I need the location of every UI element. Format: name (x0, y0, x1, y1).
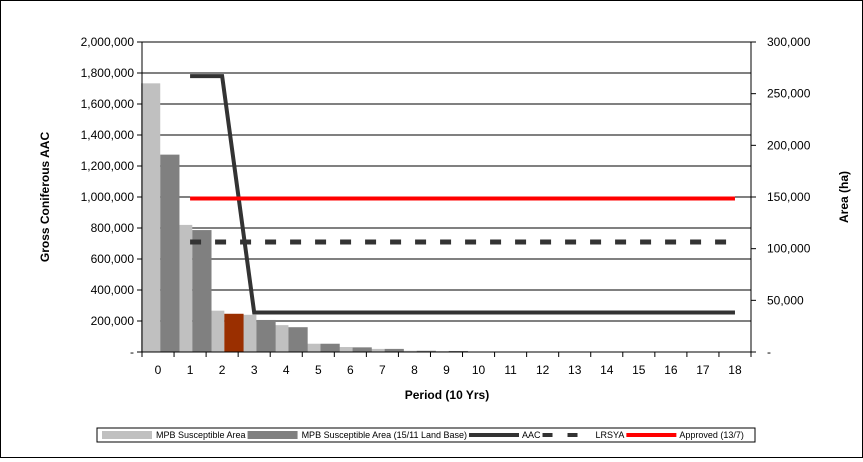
legend-label: MPB Susceptible Area (15/11 Land Base) (302, 430, 467, 440)
legend-label: AAC (522, 430, 541, 440)
x-tick-label: 8 (411, 363, 418, 377)
left-axis-ticks: - 200,000 400,000 600,000 800,000 1,000,000 1,… (81, 35, 142, 359)
x-tick-label: 11 (504, 363, 517, 377)
right-tick-label: 250,000 (767, 87, 811, 101)
left-tick-label: 1,800,000 (81, 66, 135, 80)
bar (141, 83, 160, 352)
bar (192, 230, 211, 352)
x-tick-label: 7 (379, 363, 386, 377)
x-tick-label: 17 (696, 363, 710, 377)
x-tick-label: 4 (283, 363, 290, 377)
right-tick-label: 150,000 (767, 190, 811, 204)
gridlines (142, 42, 751, 321)
bar (288, 327, 307, 352)
x-tick-label: 2 (219, 363, 226, 377)
left-tick-label: 600,000 (91, 252, 135, 266)
legend-swatch (102, 431, 152, 439)
left-tick-label: 2,000,000 (81, 35, 135, 49)
left-tick-label: 1,200,000 (81, 159, 135, 173)
left-tick-label: 1,000,000 (81, 190, 135, 204)
legend-swatch (248, 431, 298, 439)
x-tick-label: 5 (315, 363, 322, 377)
x-tick-label: 0 (155, 363, 162, 377)
left-tick-label: 1,600,000 (81, 97, 135, 111)
y-axis-label: Gross Coniferous AAC (38, 132, 52, 263)
legend-label: LRSYA (596, 430, 625, 440)
x-tick-label: 14 (600, 363, 614, 377)
x-tick-label: 16 (664, 363, 678, 377)
left-tick-label: - (130, 345, 134, 359)
right-tick-label: 100,000 (767, 242, 811, 256)
x-tick-label: 1 (187, 363, 194, 377)
x-tick-label: 6 (347, 363, 354, 377)
left-tick-label: 800,000 (91, 221, 135, 235)
series-line (190, 76, 735, 312)
x-axis-label: Period (10 Yrs) (405, 388, 489, 402)
bar (160, 155, 179, 352)
x-tick-label: 13 (568, 363, 582, 377)
series-lines (190, 76, 735, 312)
right-tick-label: 200,000 (767, 138, 811, 152)
x-tick-label: 10 (472, 363, 486, 377)
y2-axis-label: Area (ha) (837, 171, 851, 223)
bar (256, 320, 275, 352)
bar (353, 347, 372, 352)
legend-label: MPB Susceptible Area (156, 430, 246, 440)
legend-label: Approved (13/7) (679, 430, 744, 440)
x-tick-label: 18 (728, 363, 742, 377)
right-axis-ticks: - 50,000 100,000 150,000 200,000 250,000 300,0… (751, 35, 811, 359)
right-tick-label: - (767, 345, 771, 359)
bar (320, 344, 339, 352)
left-tick-label: 400,000 (91, 283, 135, 297)
bar (224, 314, 243, 352)
x-tick-label: 9 (443, 363, 450, 377)
x-tick-label: 3 (251, 363, 258, 377)
x-tick-label: 12 (536, 363, 550, 377)
left-tick-label: 1,400,000 (81, 128, 135, 142)
left-tick-label: 200,000 (91, 314, 135, 328)
x-tick-label: 15 (632, 363, 646, 377)
right-tick-label: 50,000 (767, 293, 804, 307)
right-tick-label: 300,000 (767, 35, 811, 49)
